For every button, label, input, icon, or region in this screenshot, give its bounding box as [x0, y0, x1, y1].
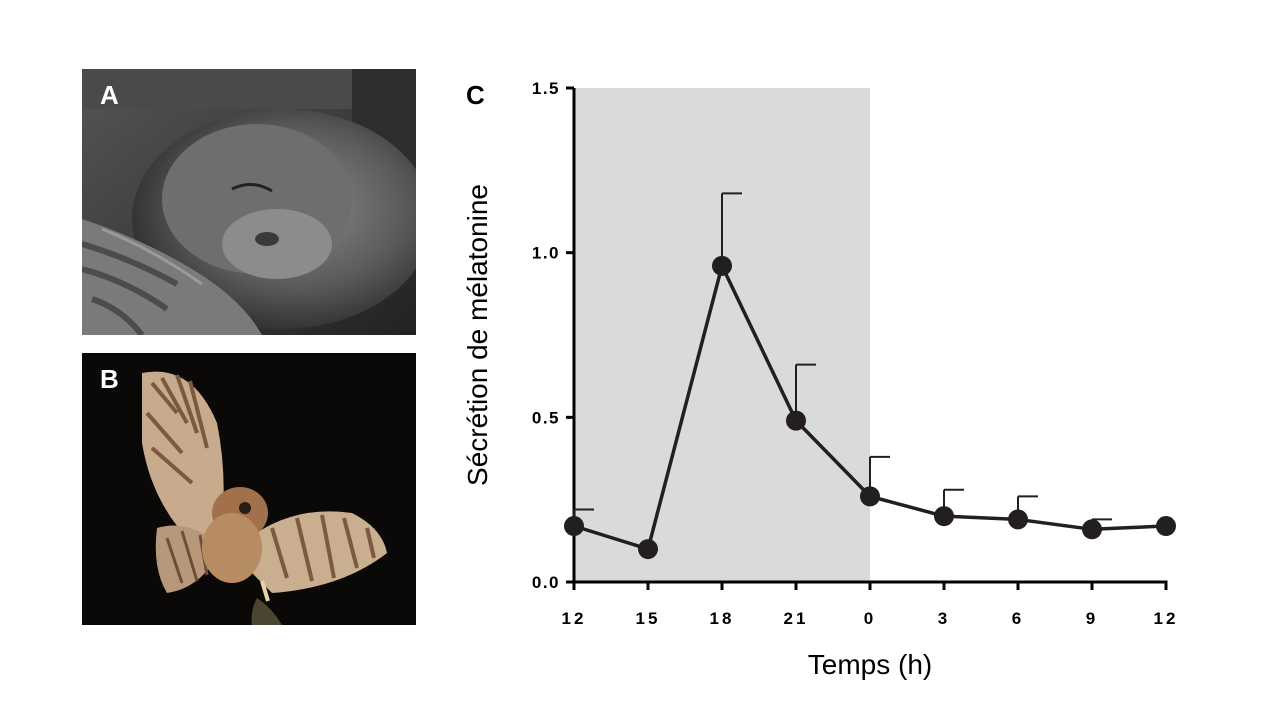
- y-tick-label: 0.0: [532, 573, 560, 592]
- data-point: [860, 486, 880, 507]
- data-point: [638, 539, 658, 560]
- x-tick-label: 9: [1086, 609, 1098, 628]
- data-point: [934, 506, 954, 527]
- data-point: [564, 516, 584, 537]
- data-point: [1082, 519, 1102, 540]
- data-point: [1008, 509, 1028, 530]
- y-tick-label: 1.5: [532, 79, 560, 98]
- data-points: [564, 255, 1176, 560]
- panel-label-c: C: [466, 80, 485, 110]
- sleeping-macaque-photo: [82, 69, 416, 335]
- x-axis-ticks: 12 15 18 21 0 3 6 9 12: [562, 582, 1179, 628]
- x-tick-label: 18: [710, 609, 735, 628]
- data-point: [1156, 516, 1176, 537]
- y-axis-ticks: 0.0 0.5 1.0 1.5: [532, 79, 574, 592]
- x-tick-label: 21: [784, 609, 809, 628]
- panel-label-a: A: [100, 80, 119, 110]
- night-period-shading: [574, 88, 870, 582]
- x-tick-label: 12: [562, 609, 587, 628]
- sleeping-macaque-image: [82, 69, 416, 335]
- x-tick-label: 0: [864, 609, 876, 628]
- y-tick-label: 0.5: [532, 408, 560, 427]
- x-tick-label: 3: [938, 609, 950, 628]
- panel-label-b: B: [100, 364, 119, 394]
- x-tick-label: 12: [1154, 609, 1179, 628]
- y-tick-label: 1.0: [532, 244, 560, 263]
- data-point: [712, 255, 732, 276]
- owl-in-flight-image: [82, 353, 416, 625]
- owl-in-flight-photo: [82, 353, 416, 625]
- x-tick-label: 6: [1012, 609, 1024, 628]
- data-point: [786, 410, 806, 431]
- y-axis-label: Sécrétion de mélatonine: [462, 184, 493, 486]
- x-axis-label: Temps (h): [808, 649, 932, 680]
- x-tick-label: 15: [636, 609, 661, 628]
